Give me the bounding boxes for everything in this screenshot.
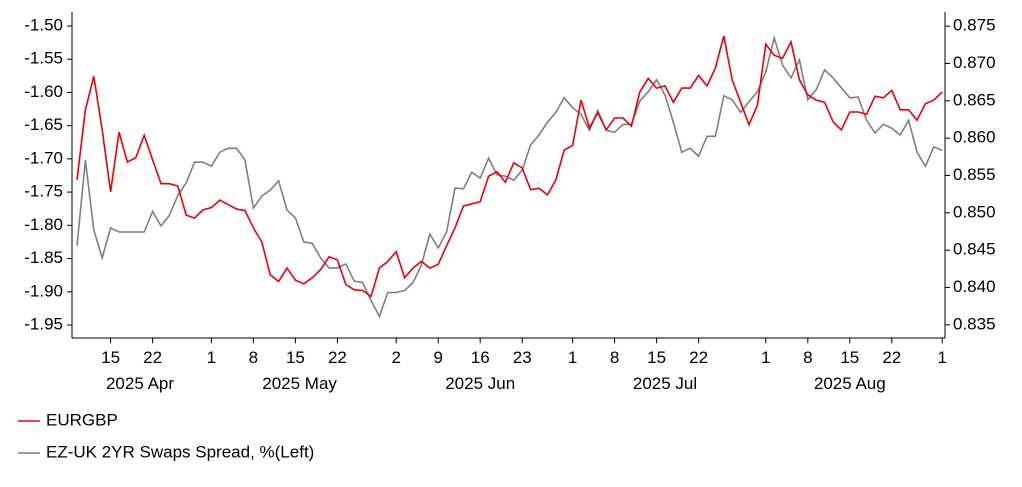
y2-tick-label: 0.865 [953,90,996,109]
y2-tick-label: 0.870 [953,53,996,72]
x-tick-label: 23 [513,348,532,367]
x-tick-label: 22 [328,348,347,367]
month-label: 2025 Aug [814,374,886,393]
y2-tick-label: 0.835 [953,314,996,333]
month-label: 2025 Apr [106,374,174,393]
x-tick-label: 1 [761,348,770,367]
x-tick-label: 22 [882,348,901,367]
y-tick-label: -1.85 [24,248,63,267]
x-tick-label: 15 [647,348,666,367]
y2-tick-label: 0.875 [953,16,996,35]
y-tick-label: -1.90 [24,281,63,300]
y-tick-label: -1.80 [24,215,63,234]
series-line [76,35,943,298]
x-tick-label: 22 [689,348,708,367]
x-tick-label: 8 [610,348,619,367]
y-tick-label: -1.60 [24,82,63,101]
x-tick-label: 22 [143,348,162,367]
y-tick-label: -1.75 [24,182,63,201]
y2-tick-label: 0.850 [953,202,996,221]
y-tick-label: -1.95 [24,314,63,333]
legend-label: EZ-UK 2YR Swaps Spread, %(Left) [46,442,314,461]
y2-tick-label: 0.840 [953,277,996,296]
y-tick-label: -1.70 [24,148,63,167]
x-tick-label: 15 [101,348,120,367]
legend-label: EURGBP [46,410,118,429]
x-tick-label: 2 [391,348,400,367]
x-tick-label: 1 [207,348,216,367]
y-tick-label: -1.55 [24,49,63,68]
x-tick-label: 9 [433,348,442,367]
x-tick-label: 8 [803,348,812,367]
y2-tick-label: 0.855 [953,165,996,184]
y-tick-label: -1.65 [24,115,63,134]
month-label: 2025 Jul [633,374,697,393]
x-tick-label: 15 [286,348,305,367]
y2-tick-label: 0.860 [953,128,996,147]
series-line [76,35,943,319]
x-tick-label: 16 [471,348,490,367]
x-tick-label: 1 [568,348,577,367]
month-label: 2025 Jun [445,374,515,393]
month-label: 2025 May [262,374,337,393]
y-tick-label: -1.50 [24,15,63,34]
x-tick-label: 1 [937,348,946,367]
x-tick-label: 15 [840,348,859,367]
x-tick-label: 8 [249,348,258,367]
y2-tick-label: 0.845 [953,240,996,259]
